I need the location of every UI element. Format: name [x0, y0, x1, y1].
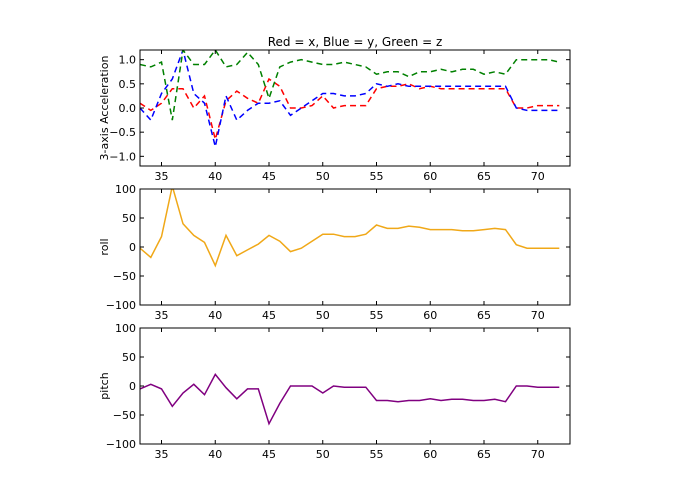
y-tick-label: −1.0 — [109, 150, 136, 163]
y-tick-label: 0.0 — [119, 102, 137, 115]
series-line-1-1 — [140, 77, 560, 143]
x-tick-label: 70 — [531, 448, 545, 461]
x-tick-label: 45 — [262, 309, 276, 322]
x-tick-label: 55 — [370, 448, 384, 461]
y-tick-label: 1.0 — [119, 54, 137, 67]
y-tick-label: −50 — [113, 270, 136, 283]
x-tick-label: 55 — [370, 170, 384, 183]
y-tick-label: −50 — [113, 409, 136, 422]
y-tick-label: −100 — [106, 438, 136, 451]
x-tick-label: 40 — [208, 170, 222, 183]
x-tick-label: 35 — [155, 448, 169, 461]
x-tick-label: 45 — [262, 170, 276, 183]
axes-frame — [139, 49, 571, 167]
x-tick-label: 50 — [316, 309, 330, 322]
series-line-1-2 — [140, 50, 560, 147]
axes-frame — [139, 188, 571, 306]
y-tick-label: 0 — [129, 241, 136, 254]
chart-panel-3: 35 40 45 50 55 60 65 70 100 50 0 −50 −100 pitch — [98, 322, 571, 461]
chart-panel-2: 35 40 45 50 55 60 65 70 100 50 0 −50 −100 roll — [98, 183, 571, 322]
y-axis-title: roll — [98, 238, 111, 255]
x-tick-label: 70 — [531, 309, 545, 322]
x-tick-label: 65 — [477, 448, 491, 461]
series-line-1-3 — [140, 50, 560, 121]
y-tick-label: −100 — [106, 299, 136, 312]
series-line-3-1 — [140, 373, 560, 426]
chart-panel-1: 35 40 45 50 55 60 65 70 1.0 0.5 0.0 −0.5 −1.03-axis … — [98, 49, 571, 183]
y-tick-label: 0 — [129, 380, 136, 393]
x-tick-label: 60 — [423, 309, 437, 322]
x-tick-label: 65 — [477, 309, 491, 322]
x-tick-label: 40 — [208, 448, 222, 461]
x-tick-label: 35 — [155, 309, 169, 322]
y-tick-label: 100 — [115, 183, 136, 196]
x-tick-label: 40 — [208, 309, 222, 322]
figure-title: Red = x, Blue = y, Green = z — [268, 35, 443, 49]
y-tick-label: 50 — [122, 351, 136, 364]
x-tick-label: 60 — [423, 170, 437, 183]
y-axis-title: pitch — [98, 372, 111, 399]
series-line-2-1 — [140, 189, 560, 268]
y-tick-label: 50 — [122, 212, 136, 225]
y-tick-label: 100 — [115, 322, 136, 335]
x-tick-label: 50 — [316, 448, 330, 461]
y-tick-label: −0.5 — [109, 126, 136, 139]
x-tick-label: 60 — [423, 448, 437, 461]
x-tick-label: 45 — [262, 448, 276, 461]
x-tick-label: 70 — [531, 170, 545, 183]
x-tick-label: 35 — [155, 170, 169, 183]
y-tick-label: 0.5 — [119, 78, 137, 91]
x-tick-label: 65 — [477, 170, 491, 183]
axes-frame — [139, 327, 571, 445]
x-tick-label: 55 — [370, 309, 384, 322]
y-axis-title: 3-axis Acceleration — [98, 56, 111, 161]
x-tick-label: 50 — [316, 170, 330, 183]
